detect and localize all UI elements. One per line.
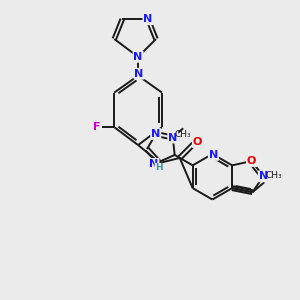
Text: N: N xyxy=(151,129,160,139)
Text: N: N xyxy=(209,150,218,160)
Text: N: N xyxy=(168,133,178,142)
Text: N: N xyxy=(143,14,153,24)
Text: CH₃: CH₃ xyxy=(175,130,191,139)
Text: O: O xyxy=(247,156,256,166)
Text: N: N xyxy=(149,159,159,169)
Text: H: H xyxy=(155,163,163,172)
Text: CH₃: CH₃ xyxy=(265,171,282,180)
Text: N: N xyxy=(134,69,144,79)
Text: O: O xyxy=(193,137,202,147)
Text: F: F xyxy=(93,122,100,132)
Text: N: N xyxy=(259,171,268,181)
Text: N: N xyxy=(134,52,143,62)
